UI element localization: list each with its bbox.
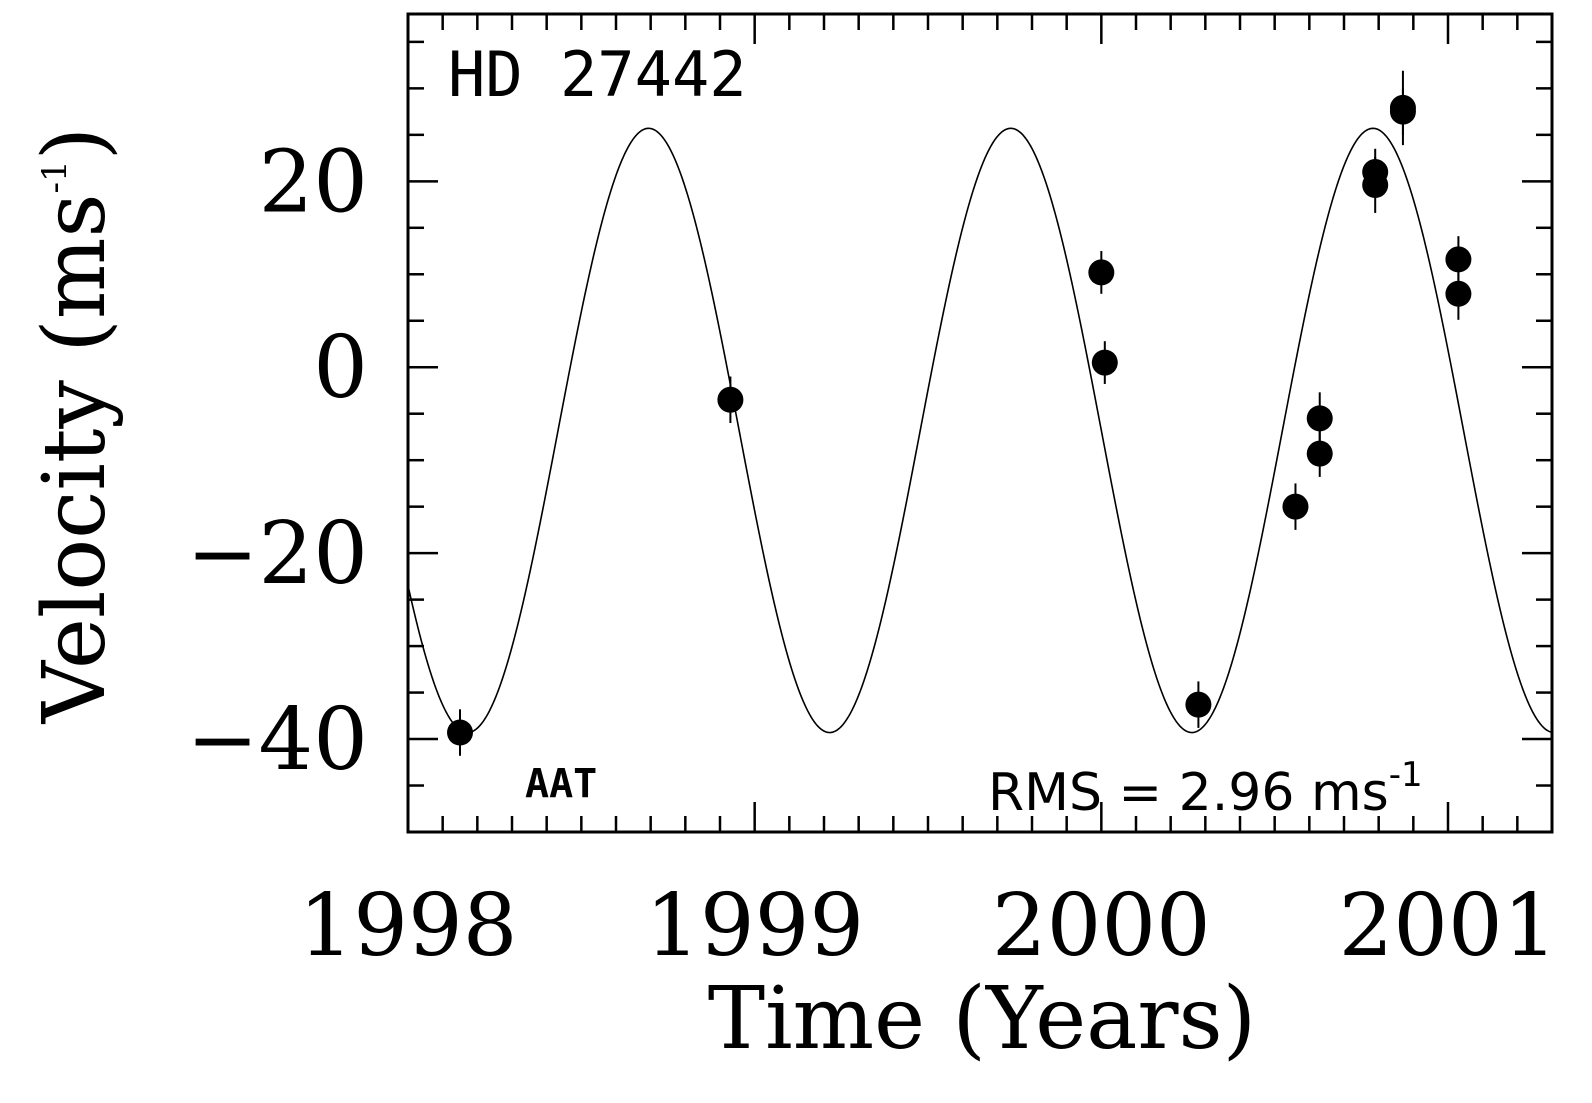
data-point <box>1091 341 1118 384</box>
tick-labels: 1998 1999 2000 2001 20 0 −20 −40 <box>187 132 1558 976</box>
data-marker <box>1389 98 1416 125</box>
data-marker <box>1306 440 1333 467</box>
y-tick-label: −40 <box>187 690 369 790</box>
plot-frame <box>406 12 1554 834</box>
fit-curve <box>407 127 1553 734</box>
data-point <box>1306 430 1333 477</box>
data-marker <box>1282 493 1309 520</box>
axis-ticks <box>406 14 1554 834</box>
star-label: HD 27442 <box>448 38 747 111</box>
telescope-label: AAT <box>525 761 597 807</box>
data-point <box>1445 267 1472 320</box>
y-tick-label: 20 <box>259 132 368 232</box>
y-axis-title-main: Velocity (ms <box>25 193 125 724</box>
data-marker <box>1088 259 1115 286</box>
data-point <box>1088 251 1115 294</box>
rms-label-sup: -1 <box>1389 755 1423 795</box>
x-tick-label: 2000 <box>992 876 1211 976</box>
data-point <box>1389 88 1416 135</box>
data-point <box>1185 681 1212 728</box>
data-marker <box>717 386 744 413</box>
data-marker <box>1091 349 1118 376</box>
y-axis-title-close: ) <box>25 127 125 161</box>
data-point <box>1362 157 1389 213</box>
data-marker <box>1362 172 1389 199</box>
data-point <box>717 376 744 423</box>
y-tick-label: 0 <box>313 318 368 418</box>
y-tick-label: −20 <box>187 504 369 604</box>
y-axis-title: Velocity (ms-1) <box>25 127 125 724</box>
data-marker <box>1306 405 1333 432</box>
rms-label: RMS = 2.96 ms-1 <box>988 755 1423 823</box>
y-axis-title-sup: -1 <box>35 160 75 193</box>
data-point <box>447 709 473 756</box>
data-marker <box>1445 280 1472 307</box>
x-tick-label: 1999 <box>645 876 864 976</box>
x-tick-label: 2001 <box>1339 876 1558 976</box>
data-points <box>447 70 1472 756</box>
x-tick-label: 1998 <box>299 876 518 976</box>
svg-text:Velocity (ms-1): Velocity (ms-1) <box>25 127 125 724</box>
data-marker <box>1185 691 1212 718</box>
rms-label-main: RMS = 2.96 ms <box>988 763 1389 823</box>
data-marker <box>1445 246 1472 273</box>
data-point <box>1282 483 1309 530</box>
data-marker <box>447 719 473 746</box>
x-axis-title: Time (Years) <box>708 969 1256 1069</box>
